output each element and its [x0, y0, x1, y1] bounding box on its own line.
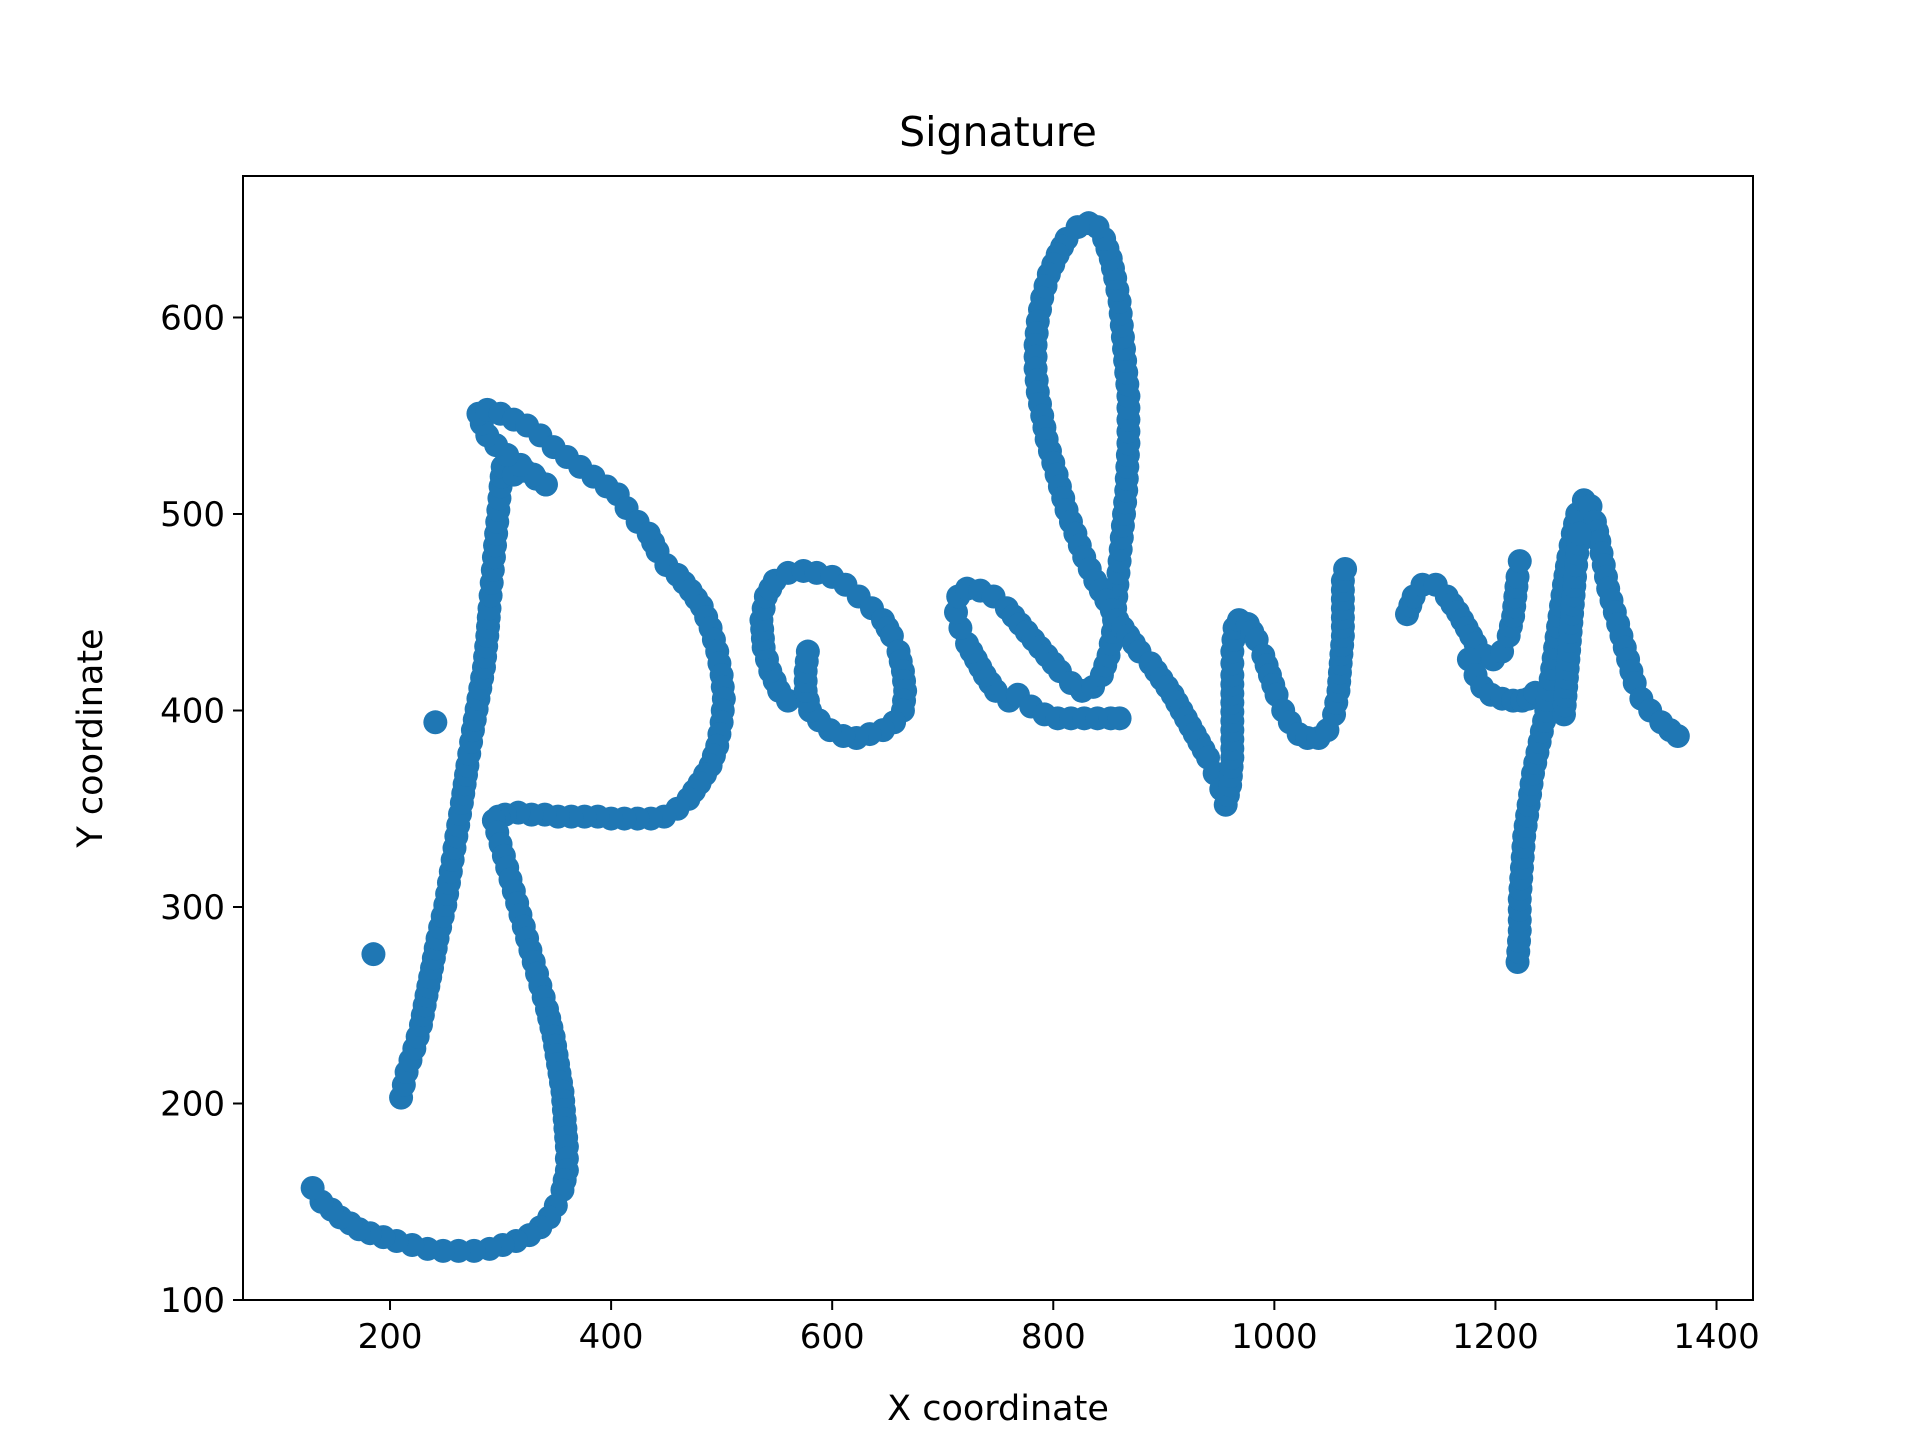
x-axis-label: X coordinate — [887, 1389, 1109, 1429]
y-tick-label: 300 — [160, 888, 225, 928]
data-point — [1567, 521, 1592, 546]
plot-frame — [242, 175, 1754, 1301]
x-tick-label: 800 — [1021, 1317, 1086, 1357]
data-point — [300, 1175, 325, 1200]
y-tick-label: 200 — [160, 1084, 225, 1124]
x-axis-ticks: 200 400 600 800 1000 1200 1400 — [358, 1300, 1760, 1357]
y-axis-ticks: 100 200 300 400 500 600 — [160, 298, 243, 1321]
data-point — [795, 639, 820, 664]
y-tick-label: 400 — [160, 691, 225, 731]
y-tick-label: 500 — [160, 495, 225, 535]
x-tick-label: 600 — [800, 1317, 865, 1357]
x-tick-label: 1000 — [1231, 1317, 1318, 1357]
data-point — [1107, 706, 1132, 731]
data-point — [361, 942, 386, 967]
data-point — [1507, 549, 1532, 574]
y-axis-label: Y coordinate — [71, 628, 111, 848]
x-tick-label: 200 — [358, 1317, 423, 1357]
x-tick-label: 1400 — [1673, 1317, 1760, 1357]
y-tick-label: 600 — [160, 298, 225, 338]
x-tick-label: 1200 — [1452, 1317, 1539, 1357]
x-tick-label: 400 — [579, 1317, 644, 1357]
data-point — [1333, 557, 1358, 582]
data-point — [423, 710, 448, 735]
scatter-points — [300, 211, 1690, 1263]
y-tick-label: 100 — [160, 1281, 225, 1321]
data-point — [1665, 724, 1690, 749]
chart-title: Signature — [899, 108, 1097, 156]
